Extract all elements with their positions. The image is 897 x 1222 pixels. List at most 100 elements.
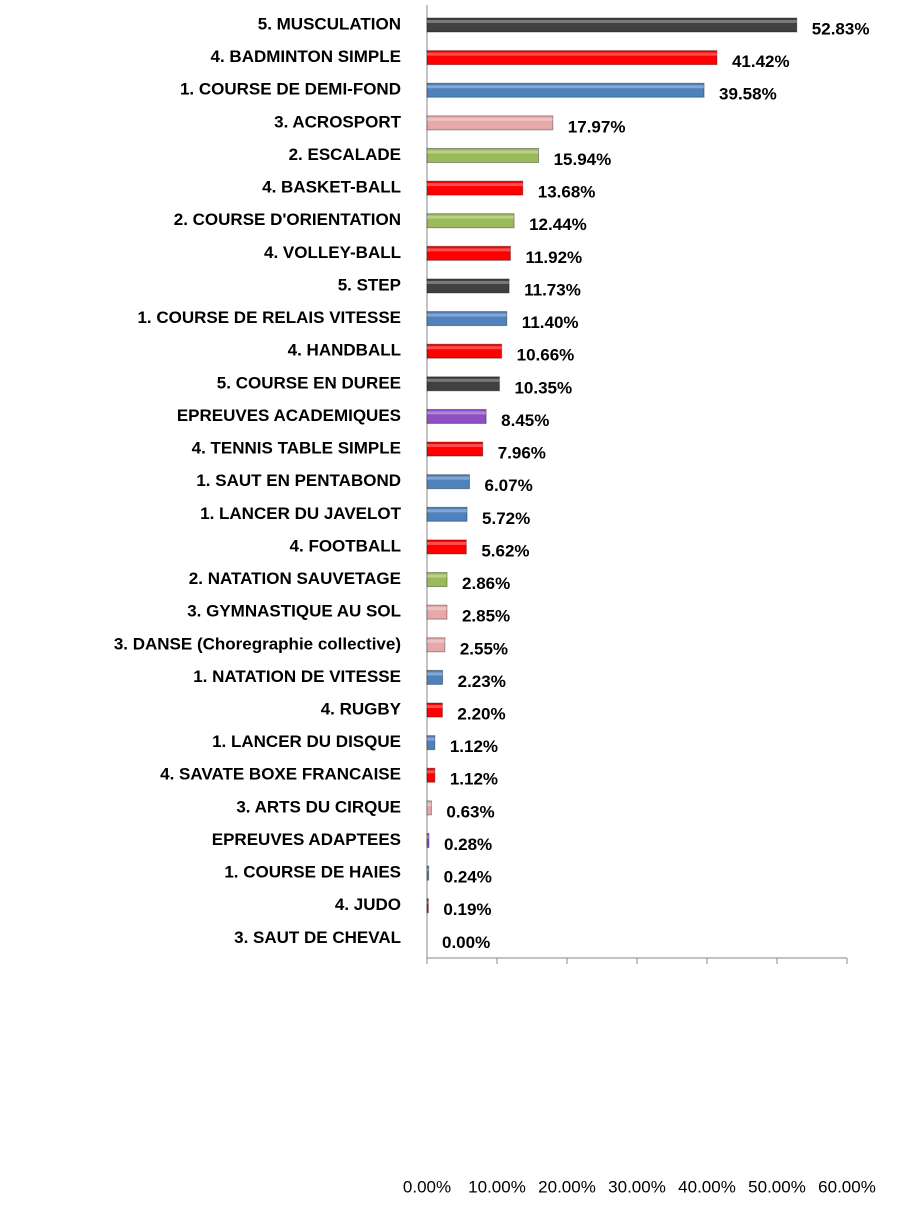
x-tick-label: 50.00% [748,1177,806,1196]
bar [426,833,430,848]
value-label: 2.20% [457,705,505,724]
bar-highlight [427,85,705,89]
value-label: 0.63% [446,802,494,821]
value-label: 0.19% [443,900,491,919]
category-label: 4. JUDO [335,895,401,914]
bar-highlight [427,280,510,284]
bar-highlight [427,509,468,513]
category-label: 2. ESCALADE [289,145,401,164]
bar [426,637,446,653]
bar-highlight [427,705,443,709]
value-label: 11.40% [522,313,579,332]
value-label: 10.35% [514,378,572,397]
bar-highlight [427,215,515,219]
category-label: 4. TENNIS TABLE SIMPLE [192,439,401,458]
category-label: 3. ACROSPORT [274,112,402,131]
value-label: 52.83% [812,19,870,38]
bar [426,278,510,294]
value-label: 10.66% [517,346,575,365]
value-label: 11.92% [525,248,582,267]
bar [426,604,448,620]
value-label: 8.45% [501,411,549,430]
bar [426,147,540,163]
value-label: 6.07% [484,476,532,495]
value-label: 41.42% [732,52,790,71]
category-label: 5. COURSE EN DUREE [217,373,401,392]
x-tick-label: 40.00% [678,1177,736,1196]
bar [426,506,468,522]
category-label: 5. STEP [338,275,401,294]
category-label: EPREUVES ADAPTEES [212,830,401,849]
bar [426,311,508,327]
value-label: 1.12% [450,770,498,789]
bar-highlight [427,378,500,382]
bar [426,669,444,685]
bar-highlight [427,411,487,415]
bar [426,539,467,555]
category-label: 3. ARTS DU CIRQUE [236,797,401,816]
category-label: 1. SAUT EN PENTABOND [196,471,401,490]
bar-highlight [427,607,447,611]
category-label: 4. RUGBY [321,700,402,719]
category-label: 1. COURSE DE RELAIS VITESSE [137,308,401,327]
bar [426,408,487,424]
bar [426,441,484,457]
category-label: 4. VOLLEY-BALL [264,243,401,262]
bar-highlight [427,117,553,121]
category-label: 3. DANSE (Choregraphie collective) [114,634,401,653]
value-label: 5.72% [482,509,530,528]
category-label: 2. NATATION SAUVETAGE [189,569,401,588]
category-label: 4. BADMINTON SIMPLE [211,47,401,66]
category-label: 1. LANCER DU JAVELOT [200,504,401,523]
bar-highlight [427,672,443,676]
category-label: 5. MUSCULATION [258,14,401,33]
bar [426,767,436,783]
bar-highlight [427,183,523,187]
value-label: 0.00% [442,933,490,952]
bar [426,180,524,196]
value-label: 0.28% [444,835,492,854]
bar [426,865,430,881]
bar-highlight [427,52,717,56]
value-label: 2.85% [462,607,510,626]
value-label: 7.96% [498,444,546,463]
value-label: 15.94% [554,150,612,169]
value-label: 2.23% [458,672,506,691]
bar-highlight [427,802,432,806]
category-label: 1. COURSE DE HAIES [224,863,401,882]
category-label: 4. FOOTBALL [290,536,401,555]
value-label: 17.97% [568,117,626,136]
bar [426,17,798,33]
value-label: 11.73% [524,280,581,299]
bar [426,50,718,66]
bar-highlight [427,541,467,545]
category-label: 1. NATATION DE VITESSE [193,667,401,686]
bar-highlight [427,248,511,252]
bar [426,702,443,718]
category-label: 1. COURSE DE DEMI-FOND [180,80,401,99]
bar [426,115,554,131]
category-label: 3. SAUT DE CHEVAL [234,928,401,947]
bar [426,343,503,359]
bar [426,474,470,490]
bar-highlight [427,639,445,643]
x-tick-label: 30.00% [608,1177,666,1196]
value-label: 0.24% [444,868,492,887]
x-tick-label: 0.00% [403,1177,451,1196]
bar [426,898,429,914]
bar-highlight [427,835,429,839]
bar [426,376,500,392]
bar-highlight [427,900,429,904]
bar-highlight [427,313,507,317]
bar-highlight [427,444,483,448]
bar [426,735,436,751]
value-label: 39.58% [719,85,777,104]
bar-highlight [427,574,448,578]
bar-highlight [427,770,435,774]
value-label: 1.12% [450,737,498,756]
bar-highlight [427,346,502,350]
value-label: 13.68% [538,183,596,202]
category-label: 4. HANDBALL [288,341,401,360]
category-label: 2. COURSE D'ORIENTATION [174,210,401,229]
